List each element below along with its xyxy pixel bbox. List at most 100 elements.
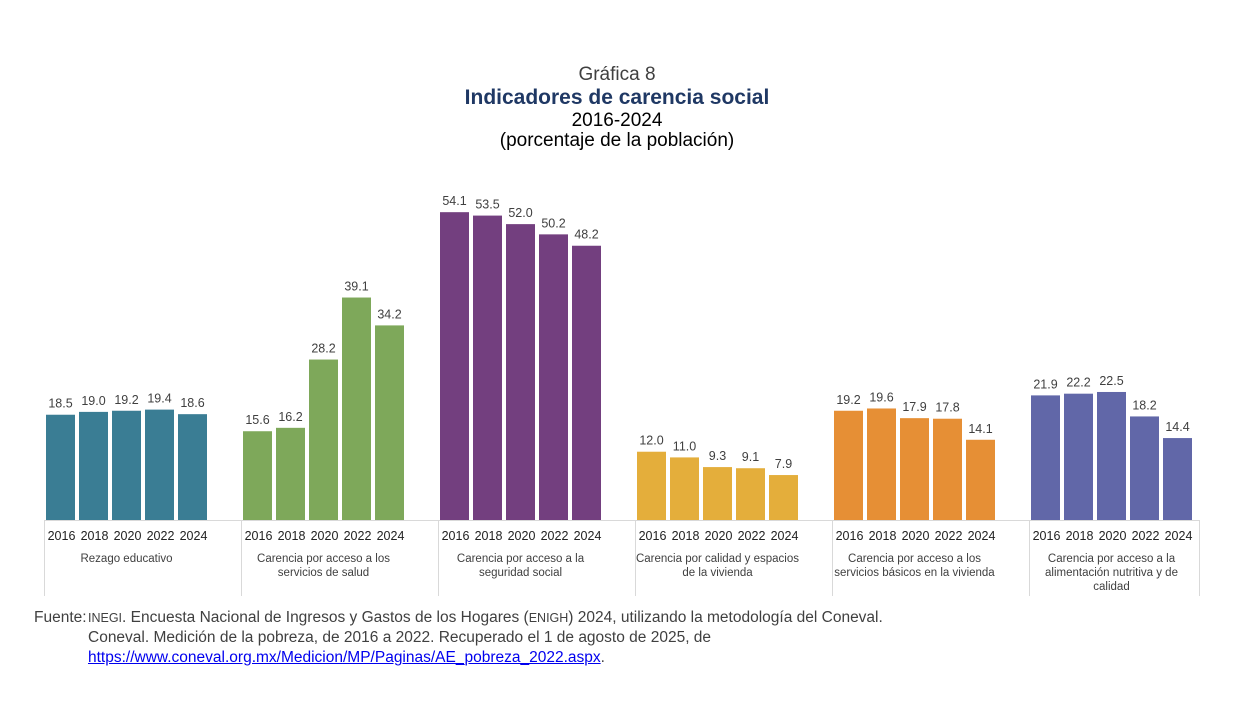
- bar: [112, 410, 141, 520]
- bar: [145, 409, 174, 520]
- bar: [834, 410, 863, 520]
- year-tick-label: 2016: [836, 529, 864, 543]
- data-label: 16.2: [278, 410, 302, 424]
- bar: [309, 359, 338, 520]
- source-note: Fuente:INEGI. Encuesta Nacional de Ingre…: [34, 608, 883, 668]
- data-label: 15.6: [245, 413, 269, 427]
- data-label: 14.4: [1165, 420, 1189, 434]
- data-label: 12.0: [639, 434, 663, 448]
- category-label: Carencia por acceso a la: [457, 553, 585, 565]
- data-label: 18.6: [180, 396, 204, 410]
- year-tick-label: 2024: [968, 529, 996, 543]
- year-tick-label: 2018: [672, 529, 700, 543]
- source-text-1a: . Encuesta Nacional de Ingresos y Gastos…: [122, 609, 529, 626]
- year-tick-label: 2016: [442, 529, 470, 543]
- year-tick-label: 2018: [278, 529, 306, 543]
- data-label: 50.2: [541, 216, 565, 230]
- category-label: alimentación nutritiva y de: [1045, 567, 1178, 579]
- source-line-2: Coneval. Medición de la pobreza, de 2016…: [88, 629, 712, 646]
- bar-chart: 18.5 2016 19.0 2018 19.2 2020 19.4 2022 18.6 2024…: [44, 194, 1200, 596]
- year-tick-label: 2020: [311, 529, 339, 543]
- data-label: 34.2: [377, 307, 401, 321]
- data-label: 53.5: [475, 198, 499, 212]
- bar: [440, 212, 469, 520]
- year-tick-label: 2020: [705, 529, 733, 543]
- year-tick-label: 2024: [574, 529, 602, 543]
- data-label: 54.1: [442, 194, 466, 208]
- bar: [572, 245, 601, 520]
- chart-number: Gráfica 8: [578, 64, 656, 85]
- year-tick-label: 2022: [147, 529, 175, 543]
- year-tick-label: 2016: [48, 529, 76, 543]
- year-tick-label: 2024: [1165, 529, 1193, 543]
- bar: [933, 418, 962, 520]
- data-label: 19.4: [147, 392, 171, 406]
- data-label: 18.2: [1132, 398, 1156, 412]
- data-label: 9.1: [742, 450, 759, 464]
- data-label: 19.2: [836, 393, 860, 407]
- source-inegi: INEGI: [88, 611, 123, 625]
- source-link[interactable]: https://www.coneval.org.mx/Medicion/MP/P…: [88, 649, 601, 666]
- data-label: 19.6: [869, 390, 893, 404]
- bar: [79, 411, 108, 520]
- bar: [769, 475, 798, 520]
- year-tick-label: 2024: [180, 529, 208, 543]
- year-tick-label: 2018: [475, 529, 503, 543]
- year-tick-label: 2018: [869, 529, 897, 543]
- bar: [276, 427, 305, 520]
- category-label: servicios de salud: [278, 567, 369, 579]
- year-tick-label: 2020: [1099, 529, 1127, 543]
- bar: [703, 467, 732, 520]
- year-tick-label: 2018: [81, 529, 109, 543]
- source-link-end: .: [600, 649, 605, 666]
- bar: [736, 468, 765, 520]
- bar: [670, 457, 699, 520]
- chart-units: (porcentaje de la población): [499, 130, 735, 151]
- data-label: 39.1: [344, 280, 368, 294]
- year-tick-label: 2016: [639, 529, 667, 543]
- data-label: 22.5: [1099, 374, 1123, 388]
- data-label: 19.0: [81, 394, 105, 408]
- category-label: Rezago educativo: [80, 553, 172, 565]
- bar: [539, 234, 568, 520]
- bar: [506, 224, 535, 520]
- source-lead: Fuente:: [34, 609, 87, 626]
- category-label: Carencia por acceso a los: [257, 553, 390, 565]
- bar: [46, 414, 75, 520]
- category-label: servicios básicos en la vivienda: [834, 567, 995, 579]
- source-enigh: ENIGH: [528, 611, 569, 625]
- data-label: 17.9: [902, 400, 926, 414]
- data-label: 11.0: [673, 439, 696, 453]
- year-tick-label: 2016: [1033, 529, 1061, 543]
- data-label: 18.5: [48, 397, 72, 411]
- data-label: 19.2: [114, 393, 138, 407]
- category-label: calidad: [1093, 581, 1129, 593]
- data-label: 48.2: [574, 228, 598, 242]
- bar: [1163, 438, 1192, 520]
- bar: [342, 297, 371, 520]
- data-label: 7.9: [775, 457, 792, 471]
- bar: [473, 215, 502, 520]
- bar: [178, 414, 207, 520]
- year-tick-label: 2020: [508, 529, 536, 543]
- bar: [900, 418, 929, 520]
- chart-period: 2016-2024: [571, 110, 663, 131]
- bar: [1097, 391, 1126, 520]
- bar: [966, 439, 995, 520]
- data-label: 52.0: [508, 206, 532, 220]
- year-tick-label: 2022: [738, 529, 766, 543]
- bar: [1064, 393, 1093, 520]
- year-tick-label: 2022: [935, 529, 963, 543]
- data-label: 9.3: [709, 449, 726, 463]
- category-label: Carencia por calidad y espacios: [636, 553, 799, 565]
- bar: [1130, 416, 1159, 520]
- year-tick-label: 2024: [771, 529, 799, 543]
- bar: [1031, 395, 1060, 520]
- year-tick-label: 2016: [245, 529, 273, 543]
- bar: [867, 408, 896, 520]
- bar: [637, 451, 666, 520]
- data-label: 14.1: [968, 422, 992, 436]
- category-label: Carencia por acceso a los: [848, 553, 981, 565]
- category-label: Carencia por acceso a la: [1048, 553, 1176, 565]
- year-tick-label: 2018: [1066, 529, 1094, 543]
